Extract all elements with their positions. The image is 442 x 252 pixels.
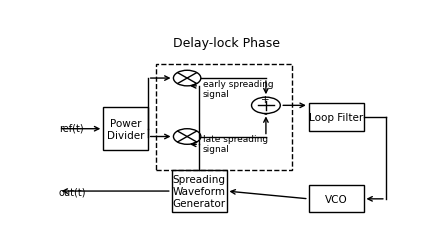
Text: +: + [261, 94, 269, 104]
Text: Delay-lock Phase: Delay-lock Phase [173, 37, 280, 50]
Text: Loop Filter: Loop Filter [309, 113, 363, 122]
FancyBboxPatch shape [172, 170, 227, 213]
Text: late spreading
signal: late spreading signal [202, 134, 268, 153]
Text: Spreading
Waveform
Generator: Spreading Waveform Generator [172, 175, 226, 208]
Text: Power
Divider: Power Divider [107, 118, 144, 140]
Text: -: - [263, 108, 267, 118]
FancyBboxPatch shape [309, 185, 364, 213]
Text: VCO: VCO [325, 194, 347, 204]
Text: out(t): out(t) [59, 186, 86, 196]
Text: early spreading
signal: early spreading signal [202, 80, 273, 99]
Text: ref(t): ref(t) [59, 123, 83, 133]
FancyBboxPatch shape [103, 108, 148, 150]
FancyBboxPatch shape [309, 104, 364, 131]
